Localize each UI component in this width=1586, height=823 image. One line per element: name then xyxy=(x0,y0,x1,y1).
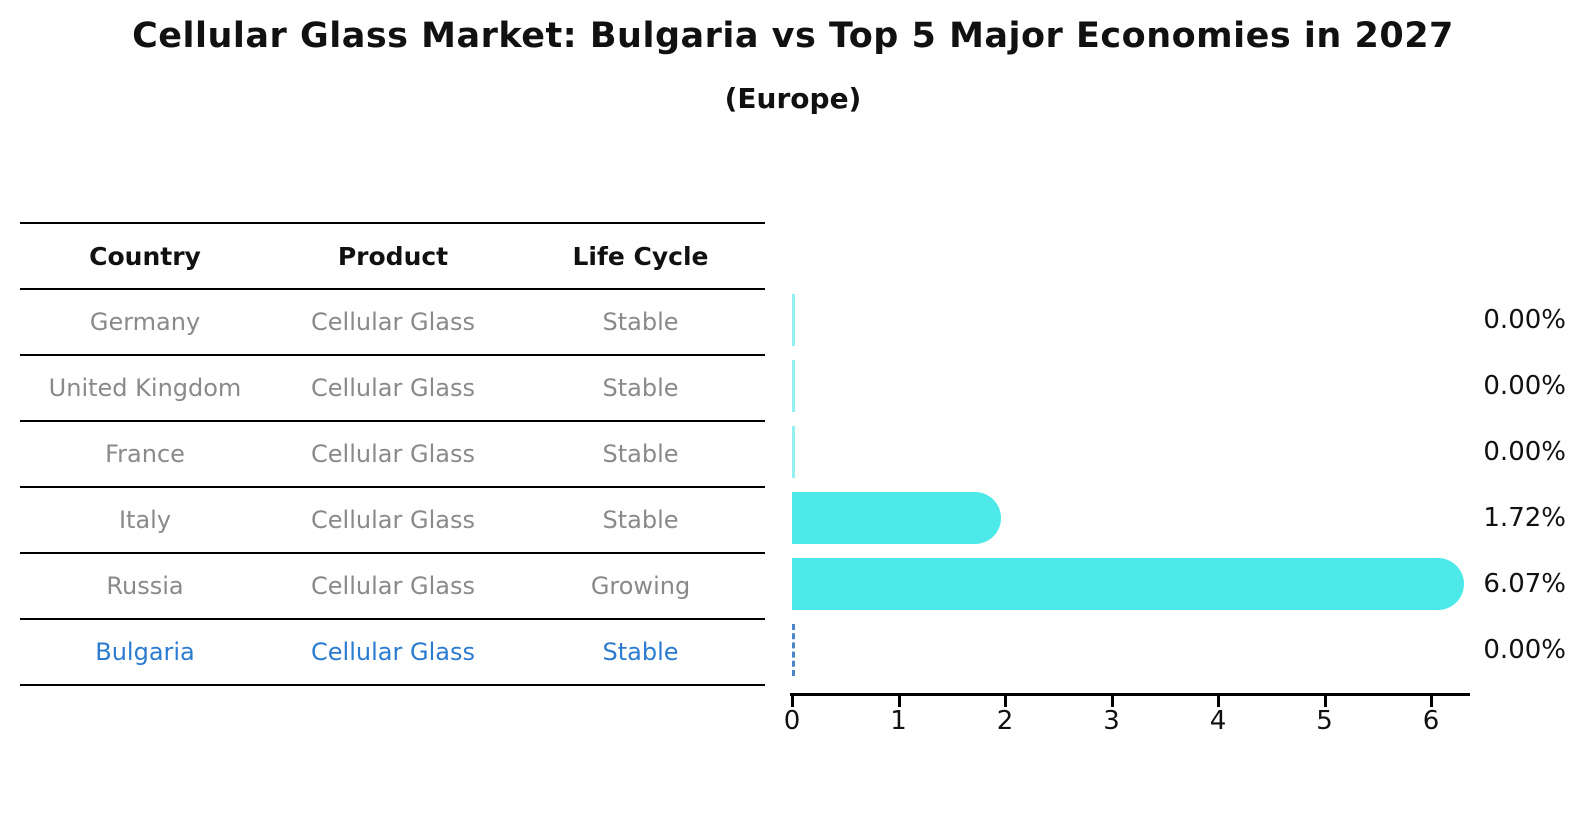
x-axis-tick xyxy=(1004,696,1007,707)
table-row-bulgaria: Bulgaria Cellular Glass Stable xyxy=(20,620,765,686)
country-table: Country Product Life Cycle Germany Cellu… xyxy=(20,222,765,686)
x-axis-tick-label: 5 xyxy=(1316,706,1333,736)
bar-united-kingdom xyxy=(792,360,795,412)
bar-russia xyxy=(792,558,1465,610)
cell-lifecycle: Growing xyxy=(590,572,691,600)
value-label: 0.00% xyxy=(1483,305,1566,335)
cell-lifecycle: Stable xyxy=(602,638,679,666)
cell-lifecycle: Stable xyxy=(602,506,679,534)
table-header-row: Country Product Life Cycle xyxy=(20,224,765,290)
x-axis-tick-label: 1 xyxy=(890,706,907,736)
cell-product: Cellular Glass xyxy=(311,374,475,402)
value-label: 0.00% xyxy=(1483,437,1566,467)
value-label: 6.07% xyxy=(1483,569,1566,599)
column-header-lifecycle: Life Cycle xyxy=(572,241,709,271)
bar-italy xyxy=(792,492,1002,544)
column-header-product: Product xyxy=(337,241,449,271)
x-axis-tick-label: 6 xyxy=(1422,706,1440,736)
cell-lifecycle: Stable xyxy=(602,308,679,336)
value-label: 0.00% xyxy=(1483,371,1566,401)
page-subtitle: (Europe) xyxy=(724,82,862,115)
cell-country: Italy xyxy=(118,506,172,534)
cell-product: Cellular Glass xyxy=(311,308,475,336)
page-title: Cellular Glass Market: Bulgaria vs Top 5… xyxy=(132,16,1454,56)
x-axis-line xyxy=(790,693,1470,696)
cell-country: Bulgaria xyxy=(95,638,195,666)
table-row: Russia Cellular Glass Growing xyxy=(20,554,765,620)
column-header-country: Country xyxy=(89,241,201,271)
cell-lifecycle: Stable xyxy=(602,440,679,468)
x-axis-tick-label: 2 xyxy=(996,706,1014,736)
bar-france xyxy=(792,426,795,478)
table-row: United Kingdom Cellular Glass Stable xyxy=(20,356,765,422)
x-axis-tick xyxy=(791,696,794,707)
x-axis-tick xyxy=(1323,696,1327,707)
x-axis-tick xyxy=(1217,696,1220,707)
bar-bulgaria xyxy=(792,624,795,676)
x-axis-tick xyxy=(897,696,901,707)
x-axis-tick xyxy=(1110,696,1114,707)
x-axis-tick-label: 3 xyxy=(1103,706,1120,736)
x-axis-tick-label: 4 xyxy=(1209,706,1227,736)
cell-product: Cellular Glass xyxy=(311,572,475,600)
table-row: Italy Cellular Glass Stable xyxy=(20,488,765,554)
cell-product: Cellular Glass xyxy=(311,440,475,468)
cell-country: Germany xyxy=(89,308,201,336)
cell-lifecycle: Stable xyxy=(602,374,679,402)
x-axis-tick xyxy=(1430,696,1433,707)
value-label: 0.00% xyxy=(1483,635,1566,665)
cell-country: France xyxy=(105,440,185,468)
value-label: 1.72% xyxy=(1483,503,1566,533)
table-row: Germany Cellular Glass Stable xyxy=(20,290,765,356)
cell-product: Cellular Glass xyxy=(311,638,475,666)
x-axis-tick-label: 0 xyxy=(783,706,801,736)
bar-germany xyxy=(792,294,795,346)
cell-product: Cellular Glass xyxy=(311,506,475,534)
cell-country: United Kingdom xyxy=(48,374,242,402)
cell-country: Russia xyxy=(106,572,184,600)
table-row: France Cellular Glass Stable xyxy=(20,422,765,488)
